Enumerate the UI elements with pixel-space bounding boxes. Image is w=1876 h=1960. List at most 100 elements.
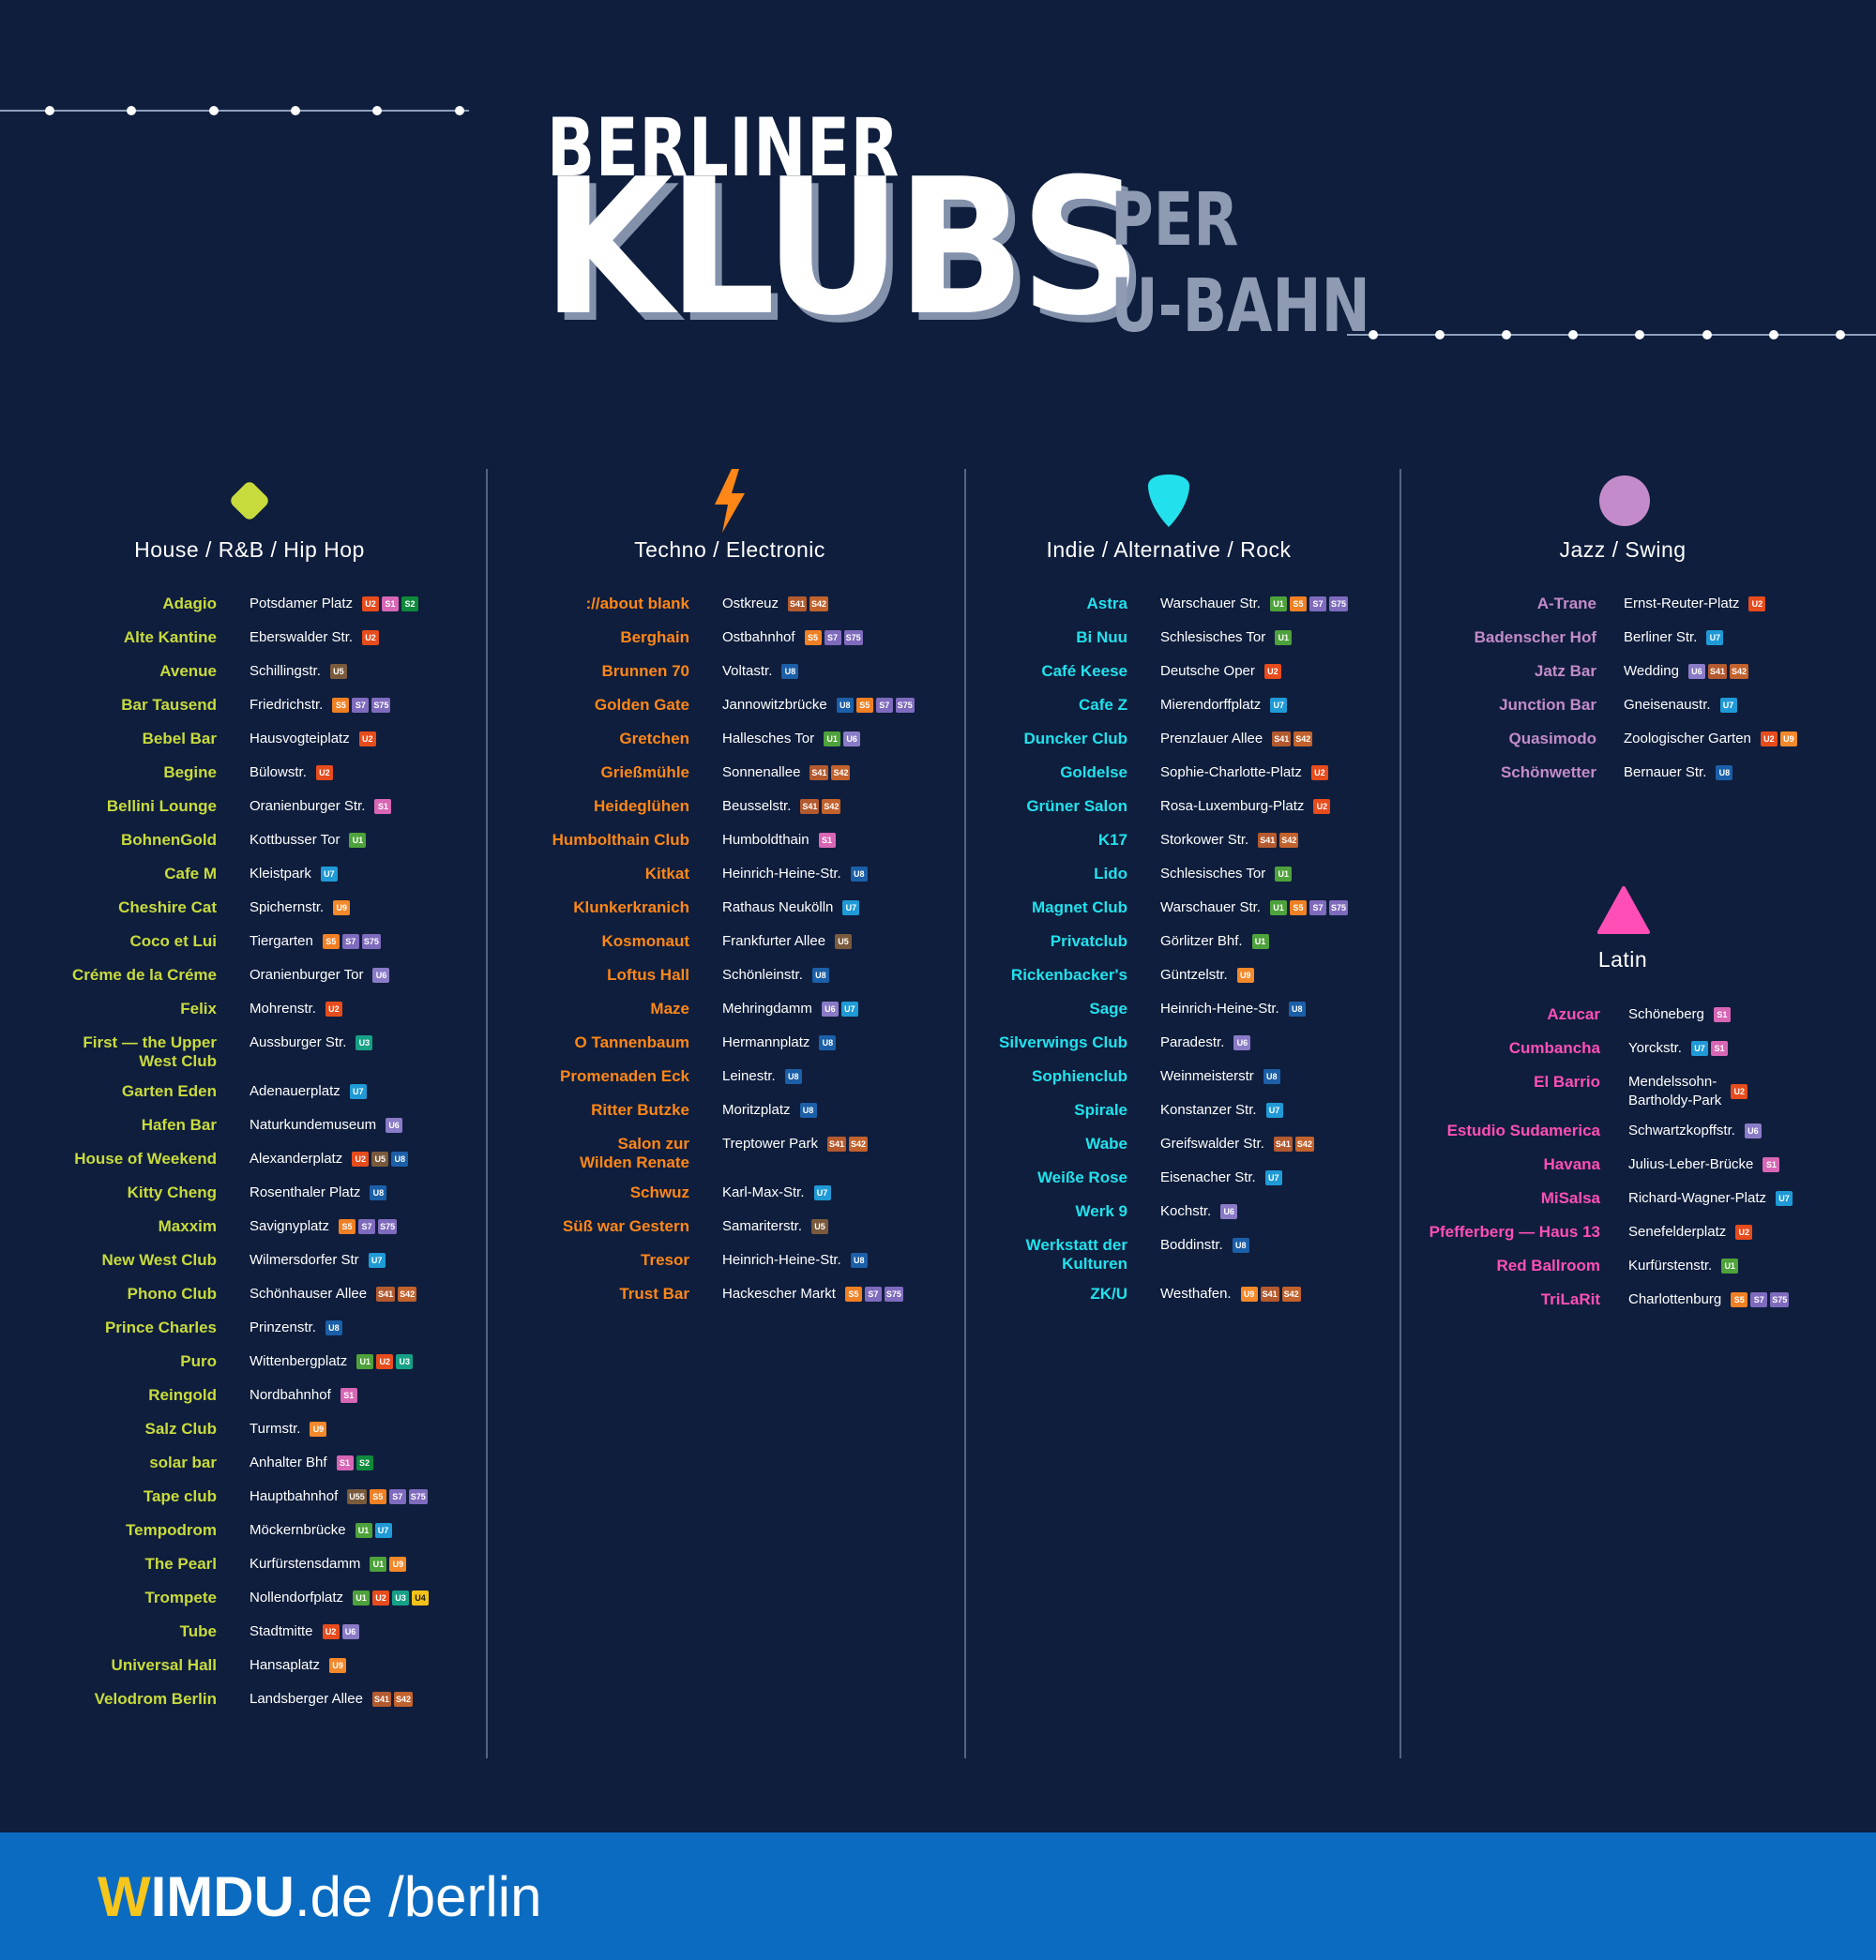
- club-name[interactable]: Jatz Bar: [1534, 662, 1596, 680]
- club-name[interactable]: Reingold: [148, 1386, 217, 1404]
- club-name[interactable]: MiSalsa: [1540, 1189, 1600, 1207]
- club-name[interactable]: Privatclub: [1050, 932, 1127, 950]
- brand-logo[interactable]: WIMDU.de /berlin: [98, 1864, 541, 1930]
- club-name[interactable]: First — the Upper West Club: [83, 1033, 217, 1070]
- club-name[interactable]: Grüner Salon: [1026, 797, 1127, 815]
- club-name[interactable]: Schönwetter: [1500, 763, 1596, 781]
- club-name[interactable]: Créme de la Créme: [71, 966, 217, 984]
- club-name[interactable]: Magnet Club: [1032, 898, 1127, 916]
- club-name[interactable]: Tresor: [641, 1251, 689, 1269]
- club-name[interactable]: Bebel Bar: [142, 730, 217, 747]
- club-name[interactable]: Coco et Lui: [129, 932, 217, 950]
- club-name[interactable]: Badenscher Hof: [1474, 628, 1596, 646]
- club-name[interactable]: Wabe: [1085, 1135, 1127, 1153]
- club-name[interactable]: Gretchen: [619, 730, 689, 747]
- club-name[interactable]: Begine: [163, 763, 217, 781]
- station-label: Adenauerplatz: [250, 1083, 340, 1099]
- club-name[interactable]: Salz Club: [144, 1420, 217, 1438]
- club-name[interactable]: Süß war Gestern: [562, 1217, 689, 1235]
- club-name[interactable]: Cheshire Cat: [118, 898, 217, 916]
- club-name[interactable]: Pfefferberg — Haus 13: [1429, 1223, 1600, 1241]
- club-name[interactable]: Velodrom Berlin: [94, 1690, 217, 1708]
- station-label: Savignyplatz: [250, 1218, 330, 1234]
- club-name[interactable]: Golden Gate: [594, 696, 689, 714]
- club-name[interactable]: Cafe M: [164, 865, 217, 882]
- club-name[interactable]: solar bar: [149, 1454, 217, 1471]
- station-name: Sonnenallee S41 S42: [722, 763, 851, 782]
- club-name[interactable]: Loftus Hall: [607, 966, 689, 984]
- club-name[interactable]: Werk 9: [1075, 1202, 1127, 1220]
- club-name[interactable]: A-Trane: [1536, 595, 1596, 612]
- club-name[interactable]: BohnenGold: [121, 831, 217, 849]
- club-name[interactable]: Universal Hall: [111, 1656, 217, 1674]
- club-name[interactable]: Sophienclub: [1032, 1067, 1127, 1085]
- club-name[interactable]: Weiße Rose: [1036, 1168, 1127, 1186]
- club-name[interactable]: Tempodrom: [126, 1521, 217, 1539]
- club-name[interactable]: Tube: [179, 1622, 217, 1640]
- club-name[interactable]: Café Keese: [1041, 662, 1127, 680]
- club-name[interactable]: Sage: [1089, 1000, 1127, 1018]
- club-name[interactable]: Phono Club: [127, 1285, 217, 1303]
- club-name[interactable]: Junction Bar: [1499, 696, 1596, 714]
- club-name[interactable]: Werkstatt der Kulturen: [1025, 1236, 1127, 1273]
- station-label: Warschauer Str.: [1160, 899, 1261, 915]
- club-name[interactable]: Goldelse: [1060, 763, 1127, 781]
- club-name[interactable]: Alte Kantine: [123, 628, 217, 646]
- club-name[interactable]: Cafe Z: [1079, 696, 1127, 714]
- station-label: Turmstr.: [250, 1421, 301, 1437]
- club-name[interactable]: Humbolthain Club: [552, 831, 689, 849]
- club-name[interactable]: Garten Eden: [121, 1082, 217, 1100]
- club-name[interactable]: Lido: [1094, 865, 1127, 882]
- line-badge: U2: [1760, 731, 1778, 746]
- club-name[interactable]: Estudio Sudamerica: [1446, 1122, 1600, 1139]
- club-name[interactable]: Kitkat: [644, 865, 689, 882]
- club-name[interactable]: Ritter Butzke: [591, 1101, 689, 1119]
- club-name[interactable]: Adagio: [162, 595, 217, 612]
- club-name[interactable]: Brunnen 70: [601, 662, 689, 680]
- club-name[interactable]: Felix: [180, 1000, 217, 1018]
- club-name[interactable]: Trust Bar: [619, 1285, 689, 1303]
- club-name[interactable]: Cumbancha: [1508, 1039, 1600, 1057]
- club-name[interactable]: Duncker Club: [1023, 730, 1127, 747]
- club-name[interactable]: O Tannenbaum: [574, 1033, 689, 1051]
- club-name[interactable]: Bar Tausend: [121, 696, 217, 714]
- club-name[interactable]: Klunkerkranich: [573, 898, 689, 916]
- club-name[interactable]: El Barrio: [1534, 1073, 1600, 1091]
- club-name[interactable]: Spirale: [1074, 1101, 1127, 1119]
- club-name[interactable]: Grießmühle: [600, 763, 689, 781]
- club-name[interactable]: New West Club: [101, 1251, 217, 1269]
- club-name[interactable]: ://about blank: [585, 595, 690, 612]
- title-klubs: KLUBS: [542, 139, 1142, 357]
- club-name[interactable]: Schwuz: [629, 1184, 689, 1201]
- club-name[interactable]: Havana: [1543, 1155, 1600, 1173]
- club-name[interactable]: Puro: [180, 1352, 217, 1370]
- club-name[interactable]: Bellini Lounge: [106, 797, 217, 815]
- club-name[interactable]: Kitty Cheng: [127, 1184, 217, 1201]
- club-name[interactable]: Hafen Bar: [141, 1116, 217, 1134]
- club-name[interactable]: Tape club: [143, 1487, 217, 1505]
- club-name[interactable]: Astra: [1086, 595, 1127, 612]
- club-name[interactable]: TriLaRit: [1540, 1290, 1600, 1308]
- club-name[interactable]: Quasimodo: [1508, 730, 1596, 747]
- club-name[interactable]: Prince Charles: [104, 1319, 217, 1336]
- club-name[interactable]: Avenue: [159, 662, 217, 680]
- club-name[interactable]: Promenaden Eck: [560, 1067, 689, 1085]
- club-name[interactable]: K17: [1097, 831, 1127, 849]
- line-badges: U5: [329, 664, 347, 679]
- club-name[interactable]: Azucar: [1547, 1005, 1600, 1023]
- club-name[interactable]: Trompete: [144, 1589, 217, 1606]
- club-name[interactable]: Kosmonaut: [601, 932, 690, 950]
- club-name[interactable]: Red Ballroom: [1496, 1257, 1600, 1274]
- club-name[interactable]: Maze: [650, 1000, 689, 1018]
- club-name[interactable]: ZK/U: [1090, 1285, 1127, 1303]
- club-name[interactable]: Heideglühen: [593, 797, 689, 815]
- club-name[interactable]: House of Weekend: [74, 1150, 217, 1168]
- club-name[interactable]: Maxxim: [158, 1217, 217, 1235]
- club-name[interactable]: Silverwings Club: [999, 1033, 1127, 1051]
- club-name[interactable]: Berghain: [620, 628, 689, 646]
- club-name[interactable]: Salon zur Wilden Renate: [580, 1135, 689, 1171]
- line-badge: S75: [843, 630, 863, 645]
- club-name[interactable]: Bi Nuu: [1076, 628, 1127, 646]
- club-name[interactable]: The Pearl: [144, 1555, 217, 1573]
- club-name[interactable]: Rickenbacker's: [1010, 966, 1127, 984]
